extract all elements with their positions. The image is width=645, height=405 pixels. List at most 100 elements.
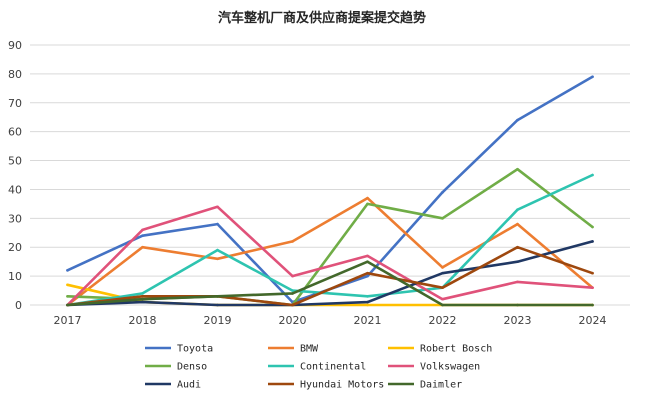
data-point xyxy=(441,303,444,307)
x-axis-ticks: 2017 2018 2019 2020 2021 2022 2023 2024 xyxy=(54,314,607,327)
data-point xyxy=(216,257,219,261)
series-line xyxy=(66,240,594,307)
data-point xyxy=(141,228,144,232)
data-point xyxy=(441,271,444,275)
y-tick-label: 30 xyxy=(8,212,22,225)
data-point xyxy=(216,248,219,252)
data-point xyxy=(291,289,294,292)
y-tick-label: 50 xyxy=(8,155,22,168)
series-continental xyxy=(66,173,594,307)
x-tick-label: 2017 xyxy=(54,314,82,327)
data-point xyxy=(591,303,594,307)
series-line xyxy=(66,260,594,307)
data-point xyxy=(516,280,519,284)
data-point xyxy=(516,260,519,263)
data-point xyxy=(441,297,444,301)
legend-item: Toyota xyxy=(145,344,213,355)
data-point xyxy=(591,240,594,243)
data-point xyxy=(366,196,369,200)
data-point xyxy=(516,208,519,211)
y-tick-label: 0 xyxy=(15,299,22,312)
data-point xyxy=(441,266,444,269)
data-point xyxy=(516,303,519,307)
y-tick-label: 70 xyxy=(8,97,22,110)
series-line xyxy=(66,205,594,307)
x-tick-label: 2019 xyxy=(204,314,232,327)
data-point xyxy=(366,260,369,263)
data-point xyxy=(366,254,369,258)
x-tick-label: 2020 xyxy=(279,314,307,327)
y-tick-label: 40 xyxy=(8,183,22,196)
data-point xyxy=(591,271,594,275)
series-line xyxy=(66,173,594,307)
data-point xyxy=(141,295,144,298)
legend-item: Volkswagen xyxy=(388,362,480,373)
data-point xyxy=(516,118,519,122)
data-point xyxy=(291,274,294,278)
data-point xyxy=(591,173,594,177)
data-point xyxy=(441,191,444,194)
legend-item: Continental xyxy=(268,362,366,373)
legend: Toyota BMW Robert Bosch Denso Continental Vol… xyxy=(145,344,492,391)
legend-item: Hyundai Motors xyxy=(268,380,384,391)
y-tick-label: 90 xyxy=(8,39,22,52)
data-point xyxy=(591,75,594,79)
series-lines xyxy=(66,75,594,307)
data-point xyxy=(141,300,144,304)
legend-label: Daimler xyxy=(420,380,462,391)
data-point xyxy=(216,295,219,298)
series-line xyxy=(66,245,594,307)
legend-item: Denso xyxy=(145,362,207,373)
series-line xyxy=(66,196,594,307)
data-point xyxy=(66,269,69,272)
data-point xyxy=(141,234,144,237)
y-axis-ticks: 0 10 20 30 40 50 60 70 80 90 xyxy=(8,39,22,312)
data-point xyxy=(216,222,219,226)
data-point xyxy=(216,205,219,209)
series-daimler xyxy=(66,260,594,307)
x-tick-label: 2023 xyxy=(504,314,532,327)
data-point xyxy=(66,303,69,307)
data-point xyxy=(291,292,294,295)
legend-label: BMW xyxy=(300,344,319,355)
y-tick-label: 20 xyxy=(8,241,22,254)
data-point xyxy=(441,286,444,289)
legend-item: Audi xyxy=(145,380,201,391)
legend-label: Hyundai Motors xyxy=(300,380,384,391)
legend-label: Denso xyxy=(177,362,207,373)
data-point xyxy=(216,303,219,307)
data-point xyxy=(441,217,444,220)
data-point xyxy=(366,274,369,278)
data-point xyxy=(141,245,144,249)
chart-title: 汽车整机厂商及供应商提案提交趋势 xyxy=(218,10,426,26)
legend-item: Robert Bosch xyxy=(388,344,492,355)
data-point xyxy=(66,283,69,287)
data-point xyxy=(66,295,69,298)
series-hyundai-motors xyxy=(66,245,594,307)
data-point xyxy=(141,297,144,301)
legend-label: Audi xyxy=(177,380,201,391)
data-point xyxy=(291,240,294,243)
legend-item: Daimler xyxy=(388,380,462,391)
data-point xyxy=(591,286,594,289)
data-point xyxy=(516,222,519,226)
y-tick-label: 60 xyxy=(8,126,22,139)
data-point xyxy=(366,295,369,298)
x-tick-label: 2022 xyxy=(429,314,457,327)
legend-label: Volkswagen xyxy=(420,362,480,373)
data-point xyxy=(141,292,144,295)
data-point xyxy=(366,300,369,304)
legend-label: Toyota xyxy=(177,344,213,355)
gridlines xyxy=(30,44,630,306)
data-point xyxy=(291,303,294,307)
y-tick-label: 10 xyxy=(8,270,22,283)
x-tick-label: 2024 xyxy=(579,314,607,327)
x-tick-label: 2021 xyxy=(354,314,382,327)
series-denso xyxy=(66,167,594,307)
y-tick-label: 80 xyxy=(8,68,22,81)
data-point xyxy=(366,303,369,307)
data-point xyxy=(516,245,519,249)
data-point xyxy=(366,271,369,275)
data-point xyxy=(366,202,369,206)
